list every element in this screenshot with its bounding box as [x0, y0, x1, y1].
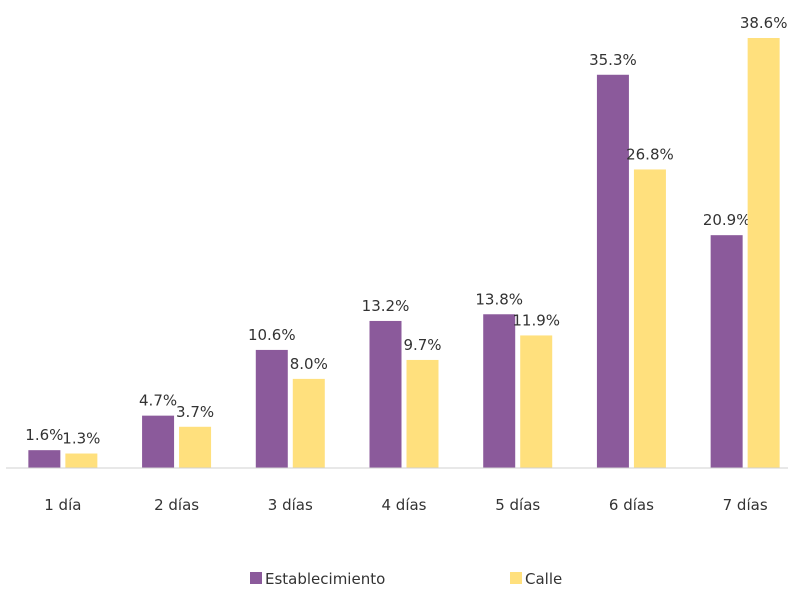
data-label: 4.7% [139, 392, 177, 410]
data-label: 11.9% [512, 311, 560, 329]
bar [255, 349, 288, 468]
bar [520, 335, 553, 468]
data-label: 8.0% [290, 355, 328, 373]
data-label: 1.3% [62, 430, 100, 448]
bar [369, 320, 402, 468]
bar [483, 314, 516, 468]
bar [596, 74, 629, 468]
data-label: 10.6% [248, 326, 296, 344]
bar [142, 415, 175, 468]
bar [747, 38, 780, 468]
legend-swatch [250, 572, 262, 584]
data-label: 20.9% [703, 211, 751, 229]
x-tick-label: 5 días [495, 496, 540, 514]
data-label: 9.7% [403, 336, 441, 354]
x-tick-label: 1 día [44, 496, 81, 514]
data-label: 13.8% [475, 290, 523, 308]
data-label: 1.6% [25, 426, 63, 444]
data-label: 26.8% [626, 145, 674, 163]
x-tick-label: 2 días [154, 496, 199, 514]
bar [292, 378, 325, 468]
bar [633, 169, 666, 468]
x-tick-label: 3 días [268, 496, 313, 514]
bar [406, 359, 439, 468]
bar [710, 235, 743, 468]
bar [28, 450, 61, 468]
data-label: 3.7% [176, 403, 214, 421]
legend-label: Establecimiento [265, 570, 385, 588]
data-label: 35.3% [589, 51, 637, 69]
x-tick-label: 4 días [381, 496, 426, 514]
bar [65, 453, 98, 468]
x-tick-label: 7 días [723, 496, 768, 514]
x-tick-label: 6 días [609, 496, 654, 514]
legend-swatch [510, 572, 522, 584]
legend-label: Calle [525, 570, 562, 588]
data-label: 13.2% [362, 297, 410, 315]
data-label: 38.6% [740, 14, 788, 32]
bar [179, 426, 212, 468]
